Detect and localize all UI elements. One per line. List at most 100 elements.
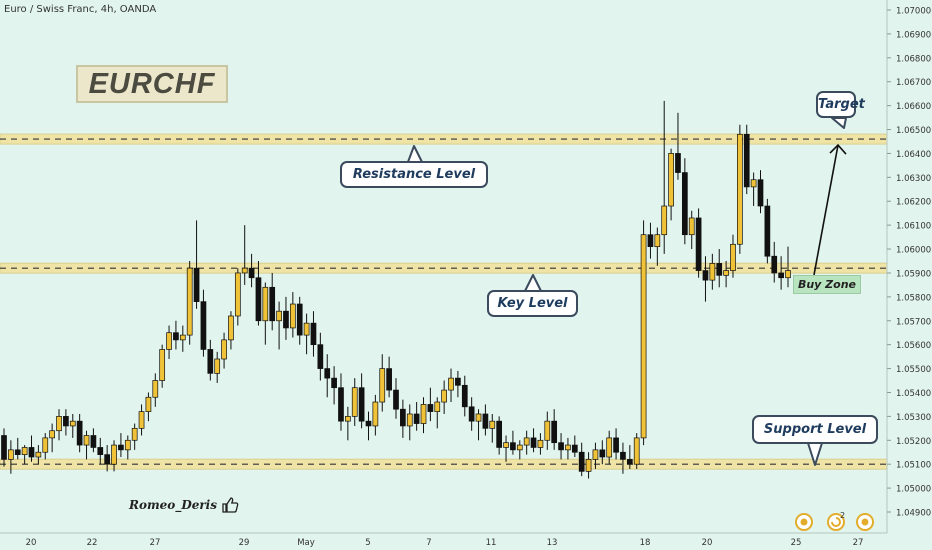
- resistance-level-callout: Resistance Level: [340, 161, 488, 188]
- candle-down: [675, 153, 681, 173]
- candle-up: [289, 303, 296, 329]
- coin-icon[interactable]: [855, 512, 875, 532]
- price-tick-label: 1.06900: [896, 30, 931, 40]
- candle-down: [310, 322, 317, 346]
- candle-down: [400, 408, 406, 427]
- candles: [1, 100, 791, 479]
- candle-down: [365, 420, 372, 427]
- candle-down: [324, 368, 331, 379]
- candle-up: [351, 387, 358, 417]
- candle-up: [750, 179, 757, 188]
- candle-up: [234, 272, 241, 317]
- coin-boost-badge: 2: [840, 511, 846, 520]
- candle-up: [276, 310, 282, 322]
- candle-up: [124, 439, 131, 451]
- candle-up: [179, 334, 186, 341]
- candle-up: [606, 437, 613, 458]
- candle-up: [345, 416, 351, 422]
- time-tick-label: 11: [486, 538, 497, 548]
- price-tick-label: 1.05100: [896, 461, 931, 471]
- candle-up: [111, 444, 117, 465]
- forecast-arrow-line: [813, 144, 839, 276]
- time-tick-label: 29: [239, 538, 250, 548]
- candle-down: [331, 377, 337, 389]
- price-tick-label: 1.06300: [896, 174, 931, 184]
- author-name: Romeo_Deris: [129, 498, 217, 512]
- candle-down: [743, 133, 750, 188]
- candle-down: [173, 332, 179, 341]
- candle-up: [228, 315, 234, 341]
- candle-down: [764, 205, 771, 257]
- support-level-callout: Support Level: [752, 415, 878, 444]
- candle-down: [510, 442, 516, 451]
- candle-up: [592, 449, 599, 460]
- candle-up: [723, 270, 729, 276]
- candle-down: [496, 420, 503, 448]
- candle-down: [771, 255, 778, 274]
- candle-up: [35, 451, 42, 458]
- thumbs-up-icon[interactable]: [221, 496, 239, 514]
- candle-up: [489, 420, 496, 429]
- price-tick-label: 1.06100: [896, 222, 931, 232]
- price-tick-label: 1.06200: [896, 198, 931, 208]
- price-tick-label: 1.05500: [896, 365, 931, 375]
- time-tick-label: 27: [150, 538, 161, 548]
- candle-up: [688, 217, 695, 236]
- price-tick-label: 1.06400: [896, 150, 931, 160]
- price-tick-label: 1.04900: [896, 509, 931, 519]
- candle-up: [537, 439, 544, 448]
- candle-up: [8, 449, 14, 460]
- price-tick-label: 1.05800: [896, 293, 931, 303]
- candle-up: [434, 401, 441, 412]
- candle-down: [578, 451, 585, 472]
- candle-down: [482, 413, 489, 429]
- candle-down: [63, 416, 69, 427]
- price-tick-label: 1.05700: [896, 317, 931, 327]
- candle-up: [262, 286, 269, 322]
- candle-up: [516, 444, 523, 451]
- price-tick-label: 1.06500: [896, 126, 931, 136]
- candle-up: [737, 133, 743, 245]
- candle-up: [730, 243, 736, 271]
- candle-up: [159, 349, 166, 381]
- price-tick-label: 1.06600: [896, 102, 931, 112]
- candle-down: [530, 437, 537, 448]
- candle-down: [118, 444, 124, 451]
- time-tick-label: 22: [87, 538, 98, 548]
- candle-down: [255, 277, 262, 322]
- candle-up: [138, 411, 145, 429]
- price-tick-label: 1.05600: [896, 341, 931, 351]
- candle-down: [647, 234, 654, 248]
- candle-down: [193, 267, 200, 302]
- time-tick-label: 5: [365, 538, 370, 548]
- candle-up: [56, 416, 62, 432]
- candle-down: [200, 301, 207, 350]
- price-tick-label: 1.05400: [896, 389, 931, 399]
- callout-pointer: [524, 274, 542, 292]
- candle-up: [709, 263, 716, 281]
- candle-up: [420, 404, 427, 424]
- candle-up: [241, 267, 248, 274]
- candle-down: [626, 459, 633, 465]
- time-tick-label: 20: [26, 538, 37, 548]
- candle-up: [668, 153, 674, 207]
- coin-icon[interactable]: [794, 512, 814, 532]
- forecast-arrow-head: [829, 143, 847, 155]
- price-tick-label: 1.07000: [896, 7, 931, 17]
- candle-down: [393, 389, 399, 410]
- candle-up: [406, 413, 413, 427]
- price-tick-label: 1.05000: [896, 485, 931, 495]
- price-tick-label: 1.05300: [896, 413, 931, 423]
- candle-down: [386, 368, 392, 391]
- candle-down: [104, 454, 111, 465]
- callout-pointer: [831, 117, 847, 129]
- candle-up: [379, 368, 386, 403]
- candle-down: [14, 449, 21, 455]
- price-tick-label: 1.05200: [896, 437, 931, 447]
- candle-down: [207, 349, 214, 374]
- candle-down: [620, 451, 626, 460]
- candle-up: [565, 444, 571, 451]
- coin-boost-icon[interactable]: [826, 512, 846, 532]
- candle-up: [303, 322, 310, 336]
